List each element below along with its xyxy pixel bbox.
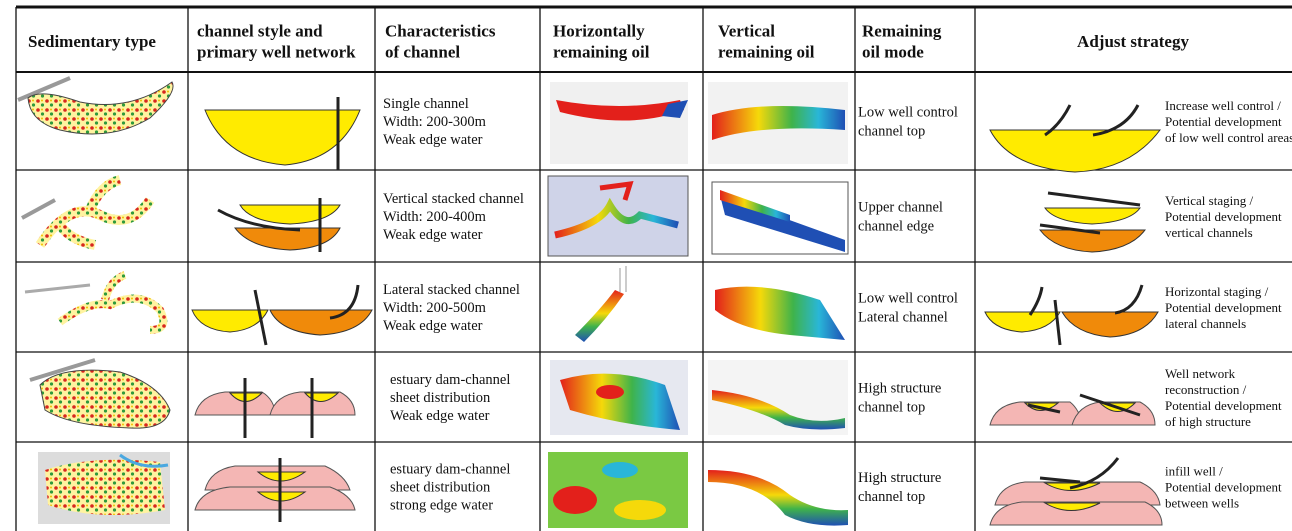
characteristics-text: Weak edge water [383, 227, 483, 243]
strategy-text: Potential development [1165, 114, 1282, 129]
strategy-text: Horizontal staging / [1165, 284, 1269, 299]
rule-line [1055, 300, 1060, 345]
header-text: Adjust strategy [1077, 32, 1189, 51]
schematic-shape [1115, 285, 1142, 313]
page: Remaining oil adjustment strategies body… [0, 0, 1292, 531]
characteristics-text: Single channel [383, 96, 469, 112]
schematic-shape [575, 290, 624, 342]
header-text: of channel [385, 43, 460, 62]
schematic-shape [553, 486, 597, 514]
characteristics-text: Weak edge water [383, 318, 483, 334]
strategy-text: lateral channels [1165, 316, 1246, 331]
row-3-figures [25, 266, 1158, 345]
characteristics-text: sheet distribution [390, 390, 491, 406]
characteristics-text: Weak edge water [383, 132, 483, 148]
schematic-shape [235, 228, 340, 250]
strategy-text: Potential development [1165, 398, 1282, 413]
page-body: { "table": { "header": [ ["Sedimentary t… [0, 0, 1292, 531]
schematic-shape [40, 180, 150, 245]
schematic-shape [990, 130, 1160, 172]
schematic-shape [1030, 287, 1042, 315]
characteristics-text: estuary dam-channel [390, 462, 510, 478]
schematic-shape [985, 312, 1060, 332]
schematic-shape [22, 200, 55, 218]
mode-text: Low well control [858, 291, 958, 307]
row-5-figures [38, 452, 1162, 528]
strategy-text: of high structure [1165, 414, 1251, 429]
header-text: channel style and [197, 22, 323, 41]
schematic-shape [1040, 478, 1080, 482]
schematic-shape [60, 275, 163, 330]
row-4-figures [30, 360, 1155, 438]
schematic-shape [614, 500, 666, 520]
characteristics-text: sheet distribution [390, 480, 491, 496]
mode-text: channel edge [858, 219, 934, 235]
strategy-text: reconstruction / [1165, 382, 1247, 397]
schematic-shape [28, 82, 173, 134]
header-text: Vertical [718, 22, 775, 41]
mode-text: Lateral channel [858, 310, 948, 326]
characteristics-text: Width: 200-400m [383, 209, 487, 225]
row-1-figures [18, 78, 1160, 172]
header-text: Remaining [862, 22, 942, 41]
strategy-text: infill well / [1165, 464, 1223, 479]
mode-text: channel top [858, 489, 925, 505]
header-text: Horizontally [553, 22, 645, 41]
row-2-figures [22, 176, 1145, 256]
strategy-text: Potential development [1165, 300, 1282, 315]
schematic-shape [270, 310, 372, 335]
mode-text: channel top [858, 400, 925, 416]
characteristics-text: Width: 200-300m [383, 114, 487, 130]
schematic-shape [602, 462, 638, 478]
strategy-text: Vertical staging / [1165, 193, 1253, 208]
characteristics-text: Width: 200-500m [383, 300, 487, 316]
strategy-text: Well network [1165, 366, 1236, 381]
strategy-text: of low well control areas [1165, 130, 1292, 145]
schematic-shape [596, 385, 624, 399]
characteristics-text: Weak edge water [390, 408, 490, 424]
schematic-shape [1048, 193, 1140, 205]
header-text: remaining oil [718, 43, 815, 62]
schematic-shape [192, 310, 268, 332]
mode-text: Upper channel [858, 200, 943, 216]
schematic-shape [25, 285, 90, 292]
mode-text: High structure [858, 381, 941, 397]
strategy-text: between wells [1165, 496, 1239, 511]
schematic-shape [45, 460, 165, 515]
characteristics-text: Lateral stacked channel [383, 282, 520, 298]
mode-text: Low well control [858, 105, 958, 121]
header-text: primary well network [197, 43, 356, 62]
characteristics-text: Vertical stacked channel [383, 191, 524, 207]
mode-text: High structure [858, 470, 941, 486]
schematic-shape [550, 82, 688, 164]
header-text: Characteristics [385, 22, 496, 41]
strategy-text: Increase well control / [1165, 98, 1281, 113]
header-text: Sedimentary type [28, 32, 156, 51]
schematic-shape [715, 287, 845, 340]
header-text: remaining oil [553, 43, 650, 62]
strategy-text: vertical channels [1165, 225, 1253, 240]
table-figure: Sedimentary type channel style and primary… [0, 0, 1292, 531]
schematic-shape [1062, 312, 1158, 337]
schematic-shape [240, 205, 340, 224]
schematic-shape [1045, 208, 1140, 224]
header-text: oil mode [862, 43, 924, 62]
characteristics-text: estuary dam-channel [390, 372, 510, 388]
strategy-text: Potential development [1165, 209, 1282, 224]
strategy-text: Potential development [1165, 480, 1282, 495]
schematic-shape [40, 370, 170, 428]
characteristics-text: strong edge water [390, 498, 493, 514]
mode-text: channel top [858, 124, 925, 140]
